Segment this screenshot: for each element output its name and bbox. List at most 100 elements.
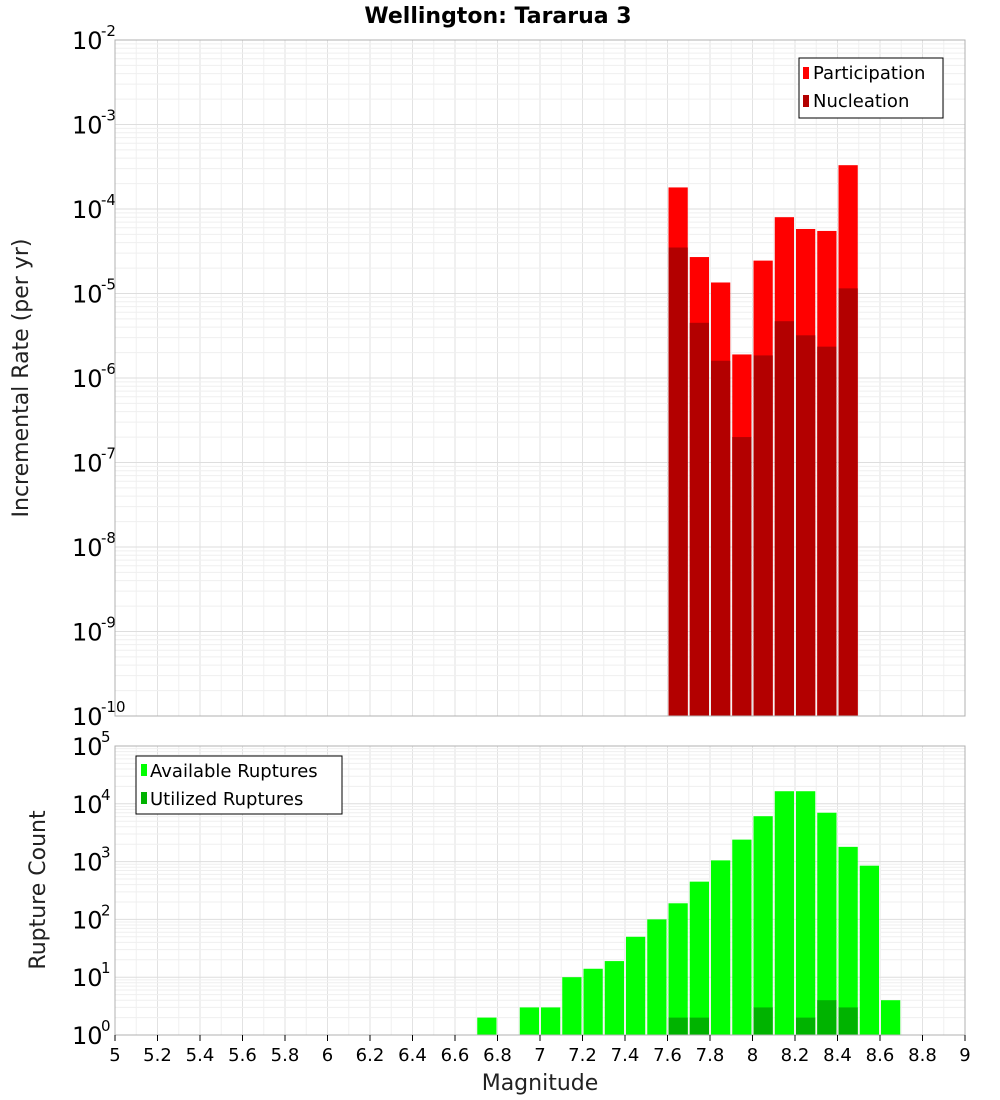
x-tick-label: 8.8: [908, 1045, 937, 1066]
legend-swatch-available: [141, 764, 147, 776]
rate-y-tick-label: 10: [72, 196, 103, 224]
count-bar-available-ruptures: [477, 1017, 497, 1035]
rate-y-tick-exponent: -9: [101, 614, 116, 632]
rate-bar-nucleation: [711, 360, 731, 716]
count-bar-utilized-ruptures: [668, 1017, 688, 1035]
x-tick-label: 9: [959, 1045, 970, 1066]
rate-y-tick-label: 10: [72, 27, 103, 55]
count-y-tick-label: 10: [72, 791, 103, 819]
x-tick-label: 5: [109, 1045, 120, 1066]
count-bar-utilized-ruptures: [817, 1000, 837, 1035]
count-panel-bars: [477, 791, 901, 1035]
rate-y-tick-exponent: -2: [101, 22, 116, 40]
rate-panel-y-axis-title: Incremental Rate (per yr): [9, 239, 34, 518]
x-tick-label: 5.2: [143, 1045, 172, 1066]
count-bar-available-ruptures: [668, 903, 688, 1035]
x-axis-ticks: 5 5.2 5.4 5.6 5.8 6 6.2 6.4 6.6 6.8 7 7.2 7.4 7.6 7.8 8…: [109, 1035, 971, 1066]
count-panel-legend: Available Ruptures Utilized Ruptures: [135, 755, 343, 815]
x-axis-title: Magnitude: [482, 1071, 599, 1096]
count-bar-available-ruptures: [562, 977, 582, 1035]
rate-y-tick-label: 10: [72, 365, 103, 393]
x-tick-label: 8.2: [781, 1045, 810, 1066]
legend-label-available: Available Ruptures: [150, 761, 318, 782]
x-tick-label: 6.2: [356, 1045, 385, 1066]
count-bar-available-ruptures: [604, 961, 624, 1035]
count-bar-available-ruptures: [732, 839, 752, 1035]
count-panel-y-axis-title: Rupture Count: [26, 810, 51, 970]
rate-bar-nucleation: [774, 321, 794, 716]
count-bar-available-ruptures: [541, 1007, 561, 1035]
x-tick-label: 8.6: [866, 1045, 895, 1066]
rate-panel-grid: [114, 40, 966, 717]
x-tick-label: 7.4: [611, 1045, 640, 1066]
legend-swatch-utilized: [141, 792, 147, 804]
count-bar-utilized-ruptures: [753, 1007, 773, 1035]
rate-bar-nucleation: [689, 322, 709, 716]
x-tick-label: 7.6: [653, 1045, 682, 1066]
rate-panel-legend: Participation Nucleation: [798, 57, 944, 119]
count-bar-available-ruptures: [838, 846, 858, 1035]
count-y-tick-label: 10: [72, 1022, 103, 1050]
x-tick-label: 6: [322, 1045, 333, 1066]
rate-y-tick-label: 10: [72, 450, 103, 478]
legend-label-nucleation: Nucleation: [813, 91, 909, 112]
x-tick-label: 6.6: [441, 1045, 470, 1066]
legend-swatch-participation: [803, 67, 809, 79]
x-tick-label: 5.4: [186, 1045, 215, 1066]
count-y-tick-exponent: 1: [101, 959, 111, 977]
chart-title: Wellington: Tararua 3: [364, 4, 631, 29]
rate-y-tick-exponent: -7: [101, 445, 116, 463]
count-y-tick-exponent: 0: [101, 1017, 111, 1035]
count-y-tick-label: 10: [72, 733, 103, 761]
count-bar-available-ruptures: [774, 791, 794, 1035]
x-tick-label: 6.8: [483, 1045, 512, 1066]
count-bar-utilized-ruptures: [689, 1017, 709, 1035]
rate-y-tick-label: 10: [72, 112, 103, 140]
rate-bar-nucleation: [817, 346, 837, 716]
count-y-tick-exponent: 2: [101, 901, 111, 919]
x-tick-label: 5.8: [271, 1045, 300, 1066]
count-y-tick-exponent: 3: [101, 844, 111, 862]
count-y-tick-exponent: 4: [101, 786, 111, 804]
rate-y-tick-label: 10: [72, 534, 103, 562]
count-bar-utilized-ruptures: [796, 1017, 816, 1035]
count-bar-available-ruptures: [647, 919, 667, 1035]
rate-y-tick-exponent: -5: [101, 276, 116, 294]
count-bar-available-ruptures: [626, 936, 646, 1035]
x-tick-label: 8.4: [823, 1045, 852, 1066]
count-bar-available-ruptures: [881, 1000, 901, 1035]
count-bar-available-ruptures: [796, 791, 816, 1035]
count-bar-available-ruptures: [711, 860, 731, 1035]
x-tick-label: 5.6: [228, 1045, 257, 1066]
x-tick-label: 8: [747, 1045, 758, 1066]
rate-y-tick-label: 10: [72, 619, 103, 647]
rate-bar-nucleation: [753, 355, 773, 716]
rate-y-tick-exponent: -3: [101, 107, 116, 125]
rate-y-tick-exponent: -6: [101, 360, 116, 378]
x-tick-label: 7.8: [696, 1045, 725, 1066]
count-bar-available-ruptures: [583, 968, 603, 1035]
x-tick-label: 7.2: [568, 1045, 597, 1066]
rate-y-tick-exponent: -10: [101, 698, 126, 716]
legend-swatch-nucleation: [803, 95, 809, 107]
count-y-tick-label: 10: [72, 964, 103, 992]
count-bar-available-ruptures: [817, 812, 837, 1035]
rate-bar-nucleation: [732, 437, 752, 716]
rate-y-tick-label: 10: [72, 703, 103, 731]
count-y-tick-label: 10: [72, 906, 103, 934]
legend-label-utilized: Utilized Ruptures: [150, 789, 303, 810]
count-bar-available-ruptures: [859, 865, 879, 1035]
rate-y-tick-exponent: -8: [101, 529, 116, 547]
count-bar-available-ruptures: [519, 1007, 539, 1035]
rate-bar-nucleation: [668, 247, 688, 716]
count-bar-available-ruptures: [689, 881, 709, 1035]
rate-y-tick-label: 10: [72, 281, 103, 309]
rate-panel-bars: [668, 165, 858, 717]
rate-bar-nucleation: [838, 288, 858, 716]
count-y-tick-label: 10: [72, 849, 103, 877]
legend-label-participation: Participation: [813, 63, 925, 84]
